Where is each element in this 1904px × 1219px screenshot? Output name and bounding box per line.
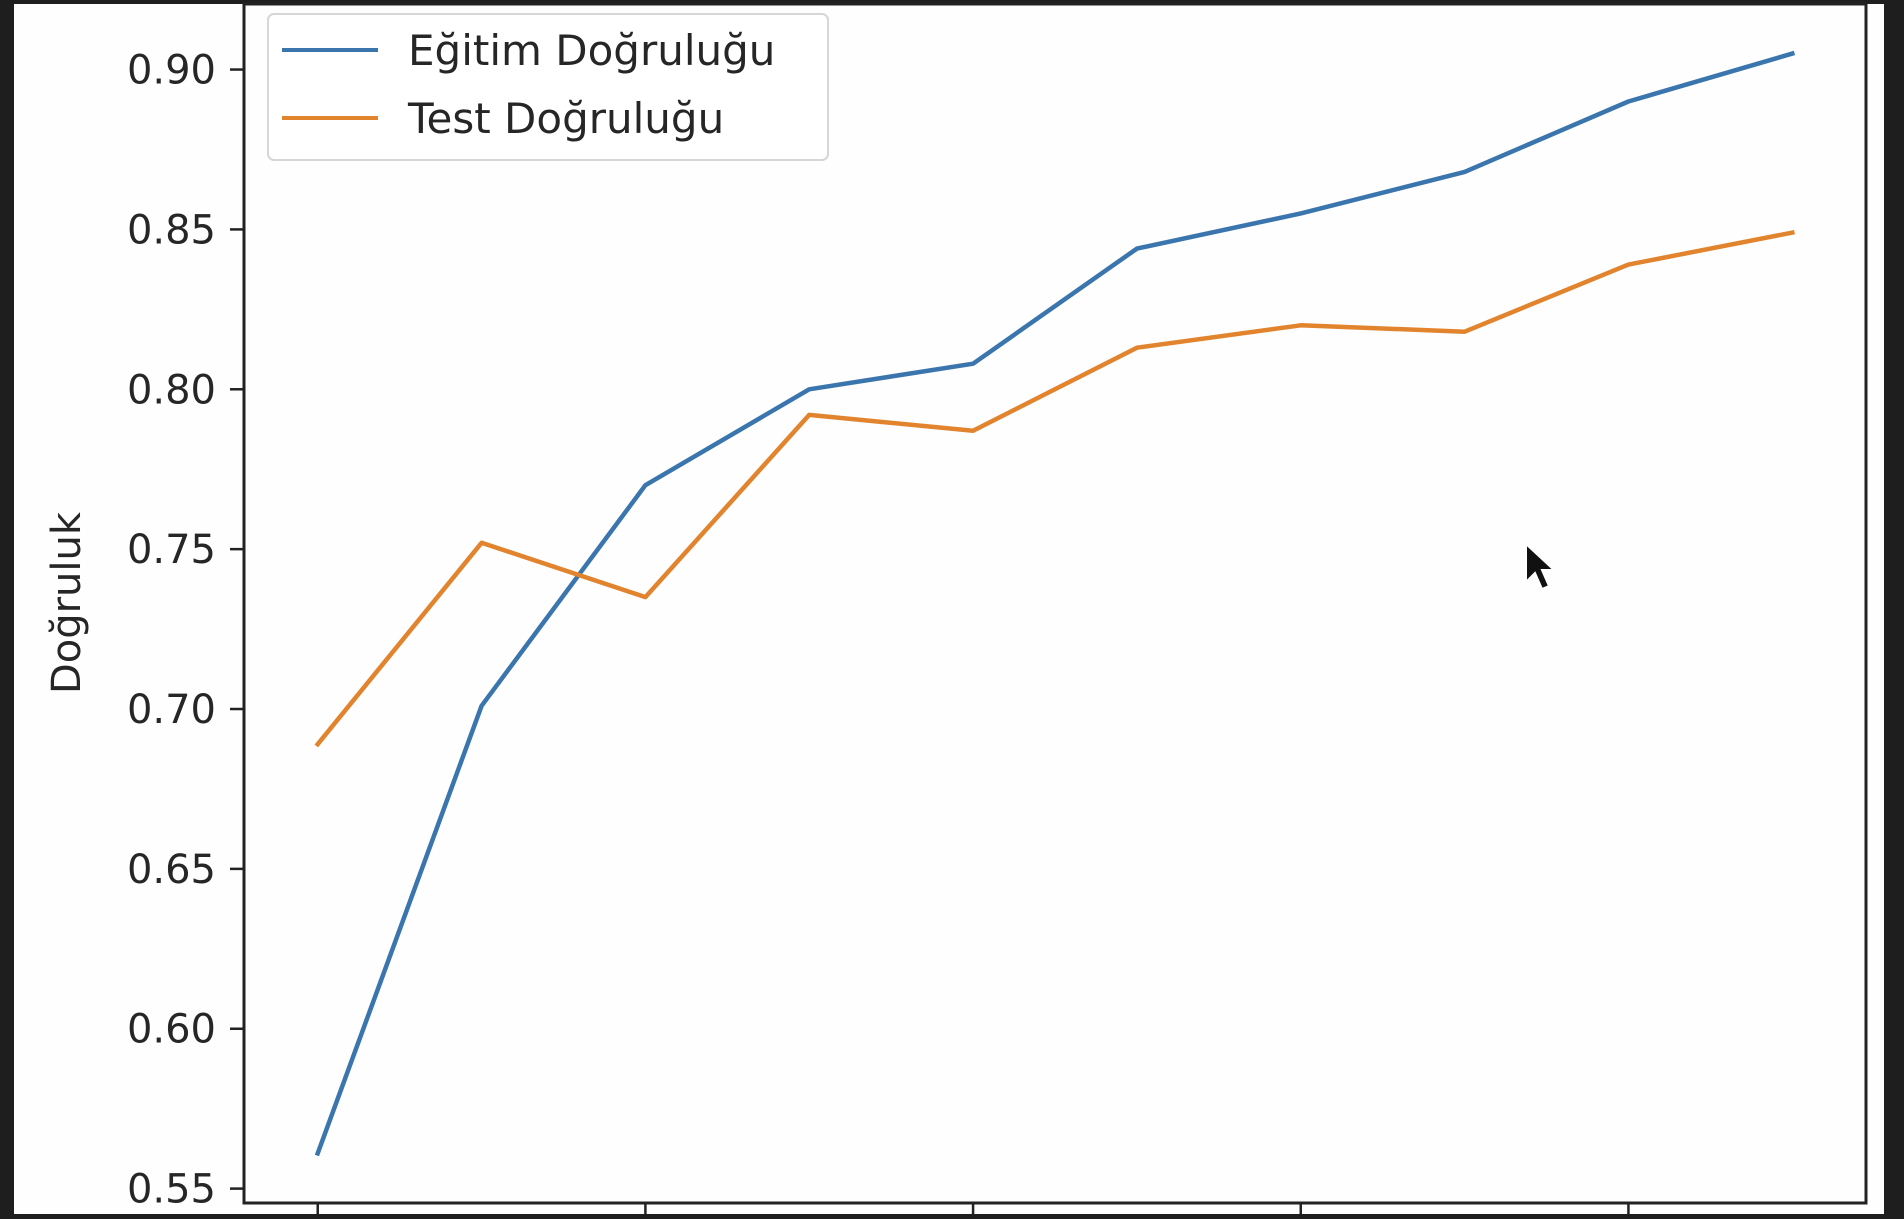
legend: Eğitim Doğruluğu Test Doğruluğu	[268, 14, 828, 160]
y-tick-label: 0.55	[127, 1167, 216, 1213]
y-tick-label: 0.75	[127, 527, 216, 573]
y-axis-label: Doğruluk	[44, 511, 90, 694]
y-tick-label: 0.90	[127, 48, 216, 94]
y-tick-label: 0.85	[127, 207, 216, 253]
y-tick-label: 0.60	[127, 1007, 216, 1053]
legend-label-test: Test Doğruluğu	[407, 94, 724, 143]
y-tick-label: 0.65	[127, 847, 216, 893]
legend-label-egitim: Eğitim Doğruluğu	[408, 26, 775, 75]
y-tick-label: 0.70	[127, 687, 216, 733]
axes-frame	[244, 4, 1866, 1203]
y-tick-label: 0.80	[127, 367, 216, 413]
